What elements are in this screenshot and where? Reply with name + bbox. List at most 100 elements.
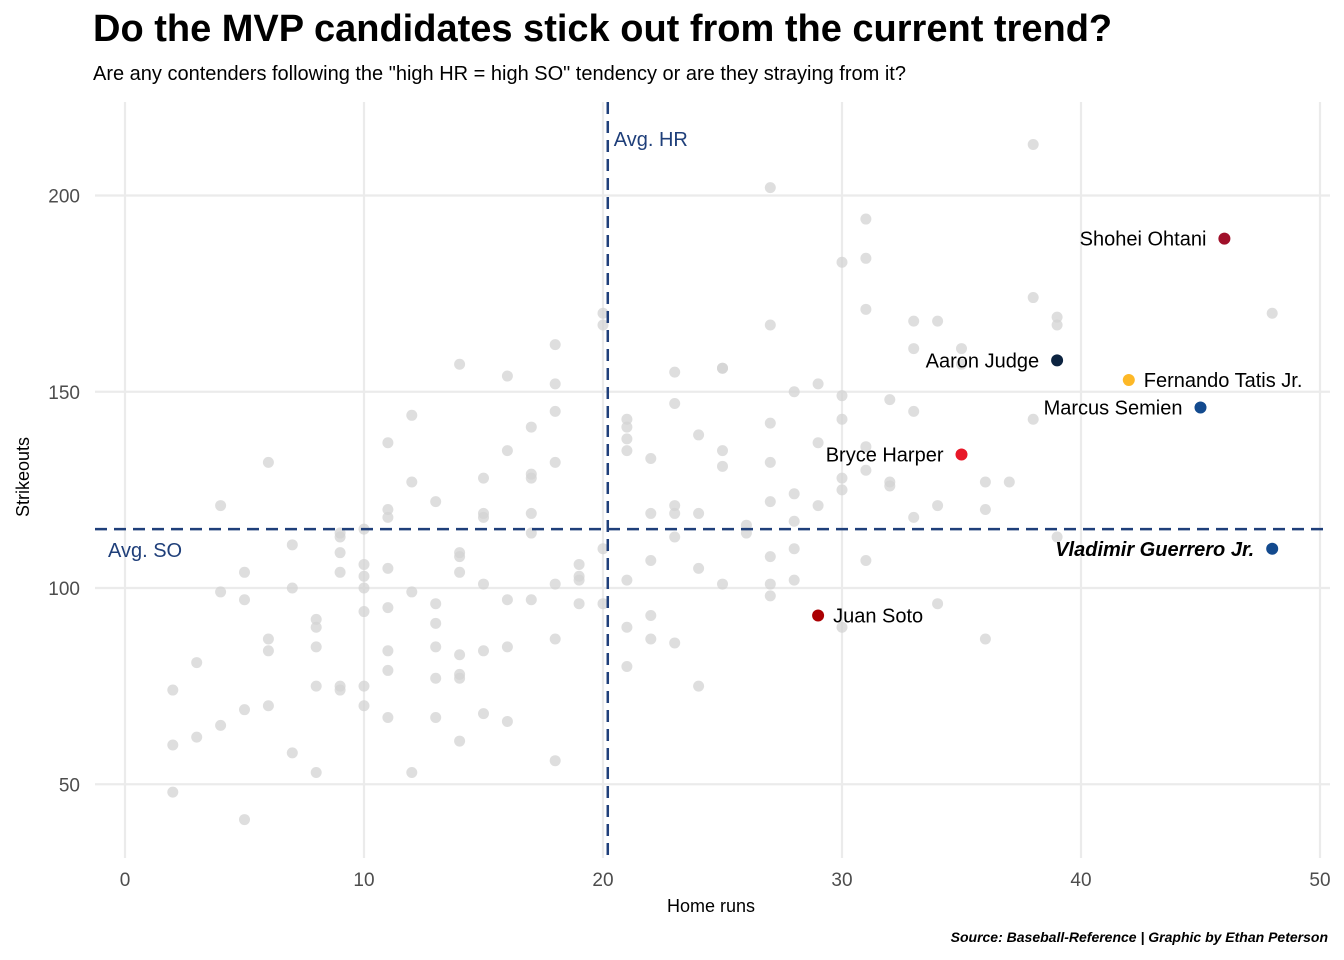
data-point bbox=[215, 719, 227, 731]
data-point bbox=[286, 539, 298, 551]
data-point bbox=[788, 386, 800, 398]
data-point bbox=[1027, 413, 1039, 425]
label-fernando-tatis-jr: Fernando Tatis Jr. bbox=[1144, 370, 1303, 392]
data-point bbox=[1051, 531, 1063, 543]
data-point bbox=[430, 496, 442, 508]
data-point bbox=[430, 617, 442, 629]
data-point bbox=[358, 680, 370, 692]
data-point bbox=[836, 256, 848, 268]
avg-hr-label: Avg. HR bbox=[614, 129, 688, 151]
data-point bbox=[501, 641, 513, 653]
data-point bbox=[478, 578, 489, 590]
data-point bbox=[501, 594, 513, 606]
data-point bbox=[645, 507, 657, 519]
chart-subtitle: Are any contenders following the "high H… bbox=[93, 63, 906, 85]
data-point bbox=[717, 445, 728, 457]
data-point bbox=[382, 645, 394, 657]
data-point bbox=[812, 500, 824, 512]
y-tick-label: 200 bbox=[48, 187, 80, 208]
label-juan-soto: Juan Soto bbox=[833, 605, 923, 627]
data-point bbox=[764, 456, 776, 468]
data-point bbox=[764, 182, 776, 194]
data-point bbox=[788, 543, 800, 555]
data-point bbox=[932, 598, 944, 610]
data-point bbox=[764, 551, 776, 563]
data-point bbox=[836, 621, 848, 633]
data-point bbox=[669, 398, 681, 410]
y-tick-label: 50 bbox=[59, 775, 80, 796]
data-point bbox=[430, 712, 442, 724]
data-point bbox=[454, 566, 466, 578]
data-point bbox=[262, 645, 274, 657]
data-point bbox=[979, 504, 991, 515]
point-juan-soto bbox=[812, 609, 825, 622]
data-point bbox=[860, 464, 872, 476]
data-point bbox=[860, 213, 872, 225]
data-point bbox=[717, 578, 728, 590]
data-point bbox=[358, 582, 370, 594]
data-point bbox=[860, 252, 872, 264]
data-point bbox=[549, 456, 561, 468]
data-point bbox=[191, 657, 203, 669]
data-point bbox=[549, 405, 561, 417]
data-point bbox=[788, 574, 800, 586]
data-point bbox=[908, 511, 920, 523]
data-point bbox=[884, 480, 896, 492]
source-caption: Source: Baseball-Reference | Graphic by … bbox=[950, 929, 1328, 945]
data-point bbox=[645, 555, 657, 567]
data-point bbox=[382, 602, 394, 614]
data-point bbox=[597, 319, 609, 331]
data-point bbox=[239, 704, 250, 716]
label-marcus-semien: Marcus Semien bbox=[1044, 397, 1183, 419]
data-point bbox=[669, 366, 681, 378]
data-point bbox=[621, 445, 633, 457]
data-point bbox=[597, 307, 609, 319]
data-point bbox=[1051, 311, 1063, 323]
x-tick-label: 50 bbox=[1309, 870, 1330, 891]
data-point bbox=[836, 472, 848, 484]
y-tick-label: 100 bbox=[48, 579, 80, 600]
data-point bbox=[621, 433, 633, 445]
data-point bbox=[979, 633, 991, 645]
data-point bbox=[478, 645, 489, 657]
data-point bbox=[239, 814, 250, 826]
data-point bbox=[382, 562, 394, 574]
label-bryce-harper: Bryce Harper bbox=[826, 445, 944, 467]
data-point bbox=[860, 555, 872, 567]
data-point bbox=[621, 621, 633, 633]
data-point bbox=[525, 472, 537, 484]
data-point bbox=[645, 633, 657, 645]
data-point bbox=[621, 421, 633, 433]
data-point bbox=[358, 700, 370, 712]
x-tick-label: 30 bbox=[831, 870, 852, 891]
data-point bbox=[956, 343, 967, 355]
data-point bbox=[286, 582, 298, 594]
data-point bbox=[812, 437, 824, 449]
data-point bbox=[908, 405, 920, 417]
data-point bbox=[310, 641, 322, 653]
point-bryce-harper bbox=[955, 448, 968, 461]
data-point bbox=[191, 731, 203, 743]
data-point bbox=[788, 488, 800, 500]
label-vladimir-guerrero-jr: Vladimir Guerrero Jr. bbox=[1055, 539, 1254, 561]
data-point bbox=[358, 570, 370, 582]
data-point bbox=[167, 684, 179, 696]
data-point bbox=[454, 735, 466, 747]
grid-lines bbox=[95, 102, 1330, 858]
data-point bbox=[549, 755, 561, 767]
data-point bbox=[239, 594, 250, 606]
data-point bbox=[382, 504, 394, 515]
data-point bbox=[549, 633, 561, 645]
data-point bbox=[310, 621, 322, 633]
data-point bbox=[669, 531, 681, 543]
data-point bbox=[239, 566, 250, 578]
data-point bbox=[262, 633, 274, 645]
data-point bbox=[430, 641, 442, 653]
data-point bbox=[812, 378, 824, 390]
data-point bbox=[382, 712, 394, 724]
y-axis-title: Strikeouts bbox=[13, 437, 33, 517]
data-point bbox=[693, 680, 705, 692]
data-point bbox=[597, 598, 609, 610]
data-point bbox=[764, 590, 776, 602]
